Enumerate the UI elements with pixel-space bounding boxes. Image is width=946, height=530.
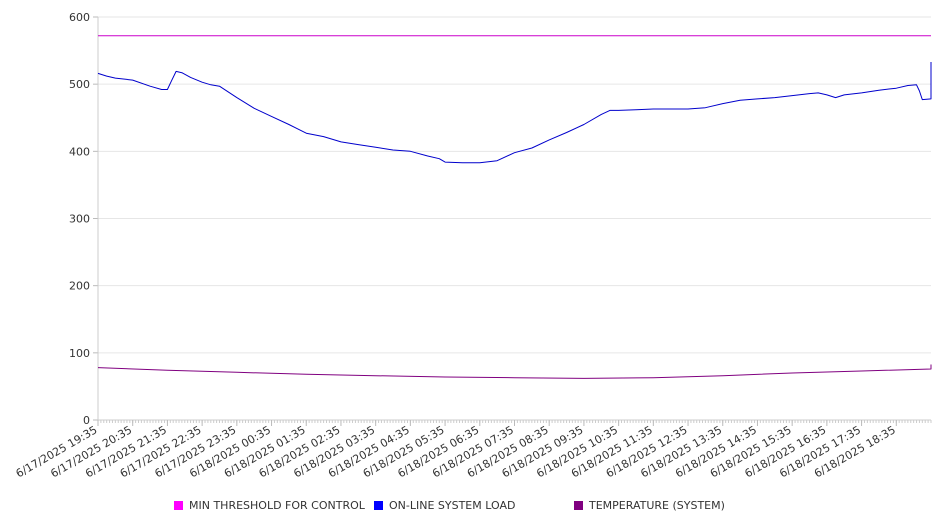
x-tick-labels: 6/17/2025 19:356/17/2025 20:356/17/2025 … — [14, 423, 898, 480]
axes — [93, 16, 932, 426]
legend-swatch-min-threshold — [174, 500, 183, 510]
legend-swatch-temperature — [574, 500, 583, 510]
chart-legend: MIN THRESHOLD FOR CONTROL ON-LINE SYSTEM… — [0, 497, 946, 515]
legend-swatch-system-load — [374, 500, 383, 510]
legend-label-temperature: TEMPERATURE (SYSTEM) — [589, 498, 725, 512]
legend-label-system-load: ON-LINE SYSTEM LOAD — [389, 498, 516, 512]
y-tick-label: 0 — [83, 414, 90, 427]
y-tick-label: 200 — [69, 280, 90, 293]
y-tick-label: 300 — [69, 213, 90, 226]
y-tick-label: 400 — [69, 145, 90, 158]
gridlines — [98, 16, 931, 354]
y-tick-label: 600 — [69, 11, 90, 24]
y-tick-label: 500 — [69, 78, 90, 91]
legend-item-temperature: TEMPERATURE (SYSTEM) — [574, 497, 725, 513]
series-line-temperature — [97, 364, 932, 379]
y-tick-labels: 0 100 200 300 400 500 600 — [69, 11, 90, 427]
y-tick-label: 100 — [69, 347, 90, 360]
legend-item-min-threshold: MIN THRESHOLD FOR CONTROL — [174, 497, 365, 513]
series-line-system-load — [97, 62, 932, 164]
series-lines — [97, 35, 932, 379]
legend-label-min-threshold: MIN THRESHOLD FOR CONTROL — [189, 498, 365, 512]
legend-item-system-load: ON-LINE SYSTEM LOAD — [374, 497, 515, 513]
